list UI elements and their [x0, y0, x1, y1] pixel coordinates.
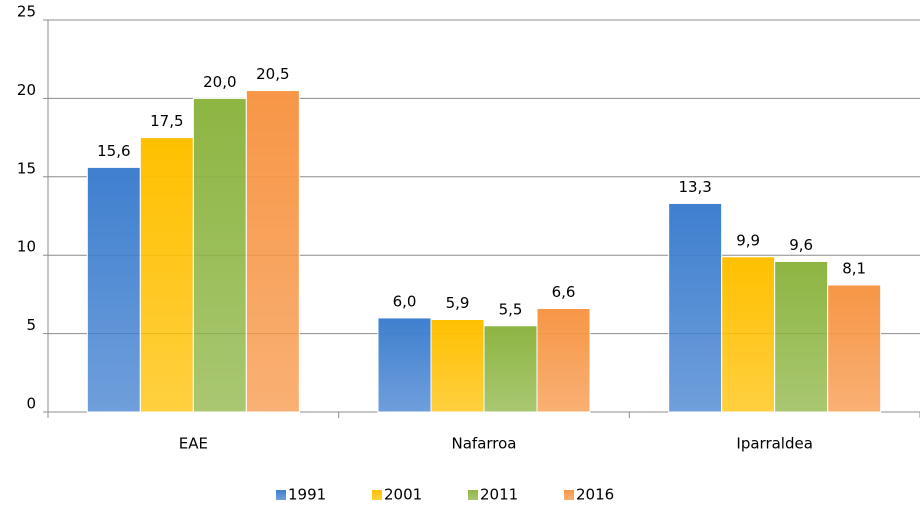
- value-label: 9,6: [789, 236, 813, 254]
- legend-swatch: [564, 490, 574, 500]
- x-tick-label: Nafarroa: [452, 435, 517, 453]
- legend-label: 2016: [576, 486, 614, 504]
- value-label: 13,3: [678, 178, 711, 196]
- y-tick-label: 10: [17, 238, 36, 256]
- legend-swatch: [276, 490, 286, 500]
- y-tick-label: 15: [17, 159, 36, 177]
- legend-label: 1991: [288, 486, 326, 504]
- bar: [377, 317, 432, 413]
- value-label: 8,1: [842, 259, 866, 277]
- value-label: 5,9: [446, 294, 470, 312]
- bar: [827, 284, 882, 413]
- bar: [245, 90, 300, 413]
- legend-swatch: [468, 490, 478, 500]
- value-label: 15,6: [97, 142, 130, 160]
- value-label: 5,5: [499, 300, 523, 318]
- bar: [774, 260, 829, 413]
- y-tick-label: 0: [26, 395, 36, 413]
- bar: [721, 256, 776, 413]
- x-tick-label: EAE: [179, 435, 208, 453]
- bar: [86, 166, 141, 413]
- value-label: 6,0: [393, 292, 417, 310]
- y-tick-label: 20: [17, 81, 36, 99]
- bar: [668, 202, 723, 413]
- bar: [483, 325, 538, 413]
- value-label: 20,5: [256, 65, 289, 83]
- legend-label: 2011: [480, 486, 518, 504]
- legend-swatch: [372, 490, 382, 500]
- value-label: 9,9: [736, 231, 760, 249]
- value-label: 20,0: [203, 73, 236, 91]
- bar: [430, 318, 485, 413]
- bar: [139, 137, 194, 413]
- value-label: 17,5: [150, 112, 183, 130]
- y-tick-label: 25: [17, 3, 36, 21]
- bar: [536, 308, 591, 413]
- y-tick-label: 5: [26, 316, 36, 334]
- legend-label: 2001: [384, 486, 422, 504]
- x-tick-label: Iparraldea: [736, 435, 813, 453]
- value-label: 6,6: [552, 283, 576, 301]
- bar: [192, 97, 247, 413]
